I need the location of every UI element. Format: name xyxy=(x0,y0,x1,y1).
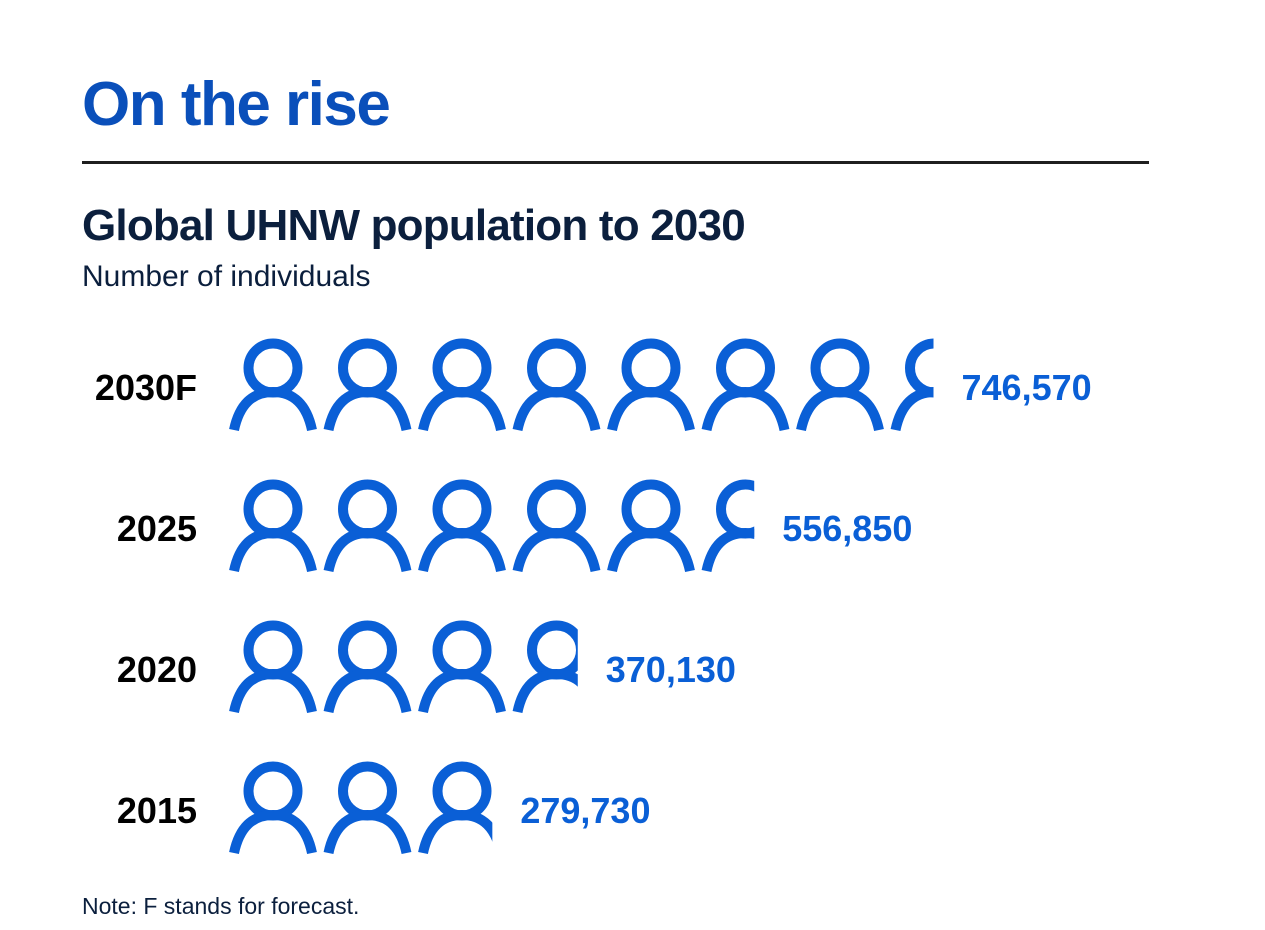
person-icon xyxy=(701,338,790,432)
value-label: 746,570 xyxy=(962,367,1092,408)
value-label: 370,130 xyxy=(606,649,736,690)
title-divider xyxy=(82,161,1149,164)
person-icon xyxy=(512,479,601,573)
pictogram-row: 2015 279,730 xyxy=(117,761,650,855)
value-label: 279,730 xyxy=(520,790,650,831)
person-icon xyxy=(323,761,412,855)
category-label: 2015 xyxy=(117,790,197,831)
page-title: On the rise xyxy=(82,70,391,139)
pictogram-row: 2025 556,850 xyxy=(117,479,912,573)
category-label: 2025 xyxy=(117,508,197,549)
person-icon xyxy=(418,338,506,432)
person-icon xyxy=(229,479,317,573)
person-icon xyxy=(418,479,506,573)
pictogram-row: 2020 370,130 xyxy=(117,620,736,714)
person-icon xyxy=(701,479,755,573)
person-icon xyxy=(323,620,412,714)
pictogram-row: 2030F 746,570 xyxy=(95,338,1092,432)
chart-title: Global UHNW population to 2030 xyxy=(82,201,746,250)
person-icon xyxy=(323,479,412,573)
person-icon xyxy=(512,338,601,432)
person-icon xyxy=(229,761,317,855)
chart-note: Note: F stands for forecast. xyxy=(82,893,360,919)
pictogram-chart: 2030F 746,570 2025 556,850 2020 370,130 2015 27… xyxy=(95,338,1092,855)
person-icon xyxy=(229,338,317,432)
category-label: 2020 xyxy=(117,649,197,690)
category-label: 2030F xyxy=(95,367,197,408)
value-label: 556,850 xyxy=(782,508,912,549)
chart-subtitle: Number of individuals xyxy=(82,260,371,293)
person-icon xyxy=(796,338,884,432)
person-icon xyxy=(418,620,506,714)
person-icon xyxy=(607,338,695,432)
person-icon xyxy=(418,761,493,855)
person-icon xyxy=(607,479,695,573)
person-icon xyxy=(323,338,412,432)
person-icon xyxy=(512,620,578,714)
person-icon xyxy=(890,338,934,432)
person-icon xyxy=(229,620,317,714)
